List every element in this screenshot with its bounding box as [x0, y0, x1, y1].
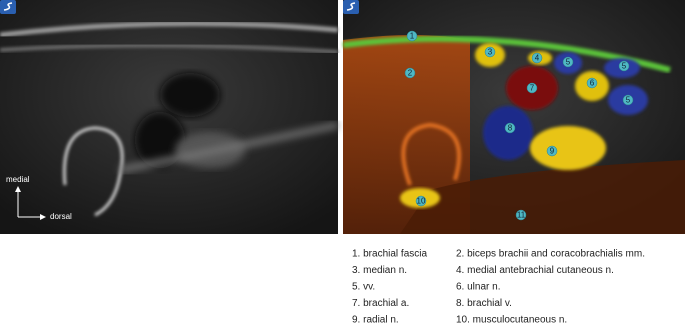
marker: 10	[415, 195, 427, 207]
marker: 7	[526, 82, 538, 94]
marker-label: 7	[530, 84, 535, 93]
marker-label: 11	[517, 211, 526, 220]
marker-dot	[562, 56, 574, 68]
legend-item: 4. medial antebrachial cutaneous n.	[456, 265, 614, 276]
marker-dot	[586, 77, 598, 89]
marker: 9	[546, 145, 558, 157]
marker: 5	[562, 56, 574, 68]
marker-dot	[531, 52, 543, 64]
marker: 4	[531, 52, 543, 64]
marker: 3	[484, 46, 496, 58]
legend-item: 5. vv.	[352, 282, 375, 293]
marker: 8	[504, 122, 516, 134]
marker-label: 5	[626, 96, 631, 105]
legend-item: 7. brachial a.	[352, 298, 409, 309]
marker: 5	[618, 60, 630, 72]
marker-dot	[515, 209, 527, 221]
marker-dot	[406, 30, 418, 42]
marker: 11	[515, 209, 527, 221]
legend-item: 2. biceps brachii and coracobrachialis m…	[456, 249, 645, 260]
logo	[343, 0, 359, 14]
legend-item: 9. radial n.	[352, 315, 399, 326]
right-image: 1 2 3 4 5 5 6 7 5 8 9 10 11	[342, 0, 685, 234]
marker-dot	[526, 82, 538, 94]
marker-label: 3	[488, 48, 493, 57]
marker-dot	[546, 145, 558, 157]
marker: 2	[404, 67, 416, 79]
marker-label: 5	[622, 62, 627, 71]
orientation-label: medial	[6, 175, 30, 184]
marker: 1	[406, 30, 418, 42]
legend-item: 3. median n.	[352, 265, 407, 276]
marker-label: 9	[550, 147, 555, 156]
marker-dot	[618, 60, 630, 72]
legend: 1. brachial fascia 2. biceps brachii and …	[352, 249, 645, 332]
marker-dot	[484, 46, 496, 58]
marker-label: 4	[535, 54, 540, 63]
marker-dot	[404, 67, 416, 79]
orientation-label: dorsal	[50, 212, 72, 221]
marker-label: 10	[417, 197, 426, 206]
logo	[0, 0, 16, 14]
legend-item: 6. ulnar n.	[456, 282, 500, 293]
left-image: medial dorsal	[0, 0, 339, 234]
legend-item: 1. brachial fascia	[352, 249, 427, 260]
marker-dot	[622, 94, 634, 106]
marker-dot	[415, 195, 427, 207]
marker-label: 1	[410, 32, 415, 41]
marker-label: 2	[408, 69, 413, 78]
marker-label: 6	[590, 79, 595, 88]
marker-dot	[504, 122, 516, 134]
legend-item: 10. musculocutaneous n.	[456, 315, 567, 326]
marker-label: 8	[508, 124, 513, 133]
marker: 5	[622, 94, 634, 106]
marker-label: 5	[566, 58, 571, 67]
marker: 6	[586, 77, 598, 89]
legend-item: 8. brachial v.	[456, 298, 512, 309]
